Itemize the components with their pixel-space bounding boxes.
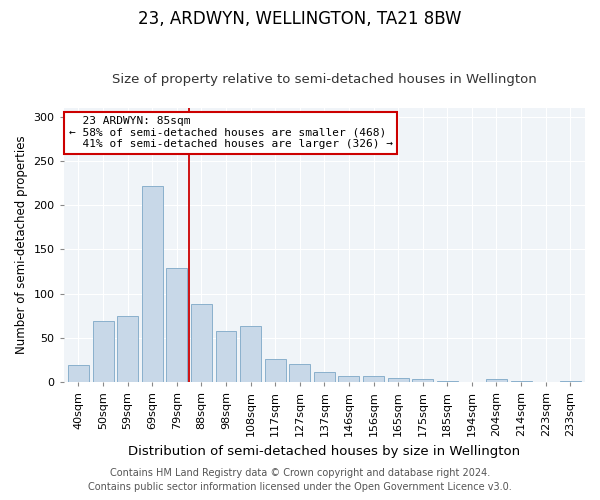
Text: 23 ARDWYN: 85sqm
← 58% of semi-detached houses are smaller (468)
  41% of semi-d: 23 ARDWYN: 85sqm ← 58% of semi-detached … bbox=[69, 116, 393, 150]
Bar bbox=[191, 304, 212, 382]
Bar bbox=[338, 376, 359, 382]
Bar bbox=[388, 378, 409, 382]
Bar bbox=[363, 376, 384, 382]
Text: 23, ARDWYN, WELLINGTON, TA21 8BW: 23, ARDWYN, WELLINGTON, TA21 8BW bbox=[138, 10, 462, 28]
Title: Size of property relative to semi-detached houses in Wellington: Size of property relative to semi-detach… bbox=[112, 73, 537, 86]
Bar bbox=[240, 326, 261, 382]
Bar bbox=[142, 186, 163, 382]
Bar bbox=[289, 364, 310, 382]
Text: Contains HM Land Registry data © Crown copyright and database right 2024.
Contai: Contains HM Land Registry data © Crown c… bbox=[88, 468, 512, 492]
Bar bbox=[117, 316, 138, 382]
X-axis label: Distribution of semi-detached houses by size in Wellington: Distribution of semi-detached houses by … bbox=[128, 444, 520, 458]
Bar bbox=[486, 378, 507, 382]
Bar bbox=[215, 331, 236, 382]
Bar bbox=[412, 378, 433, 382]
Bar bbox=[68, 366, 89, 382]
Bar bbox=[314, 372, 335, 382]
Bar bbox=[265, 359, 286, 382]
Y-axis label: Number of semi-detached properties: Number of semi-detached properties bbox=[15, 136, 28, 354]
Bar bbox=[166, 268, 187, 382]
Bar bbox=[92, 321, 113, 382]
